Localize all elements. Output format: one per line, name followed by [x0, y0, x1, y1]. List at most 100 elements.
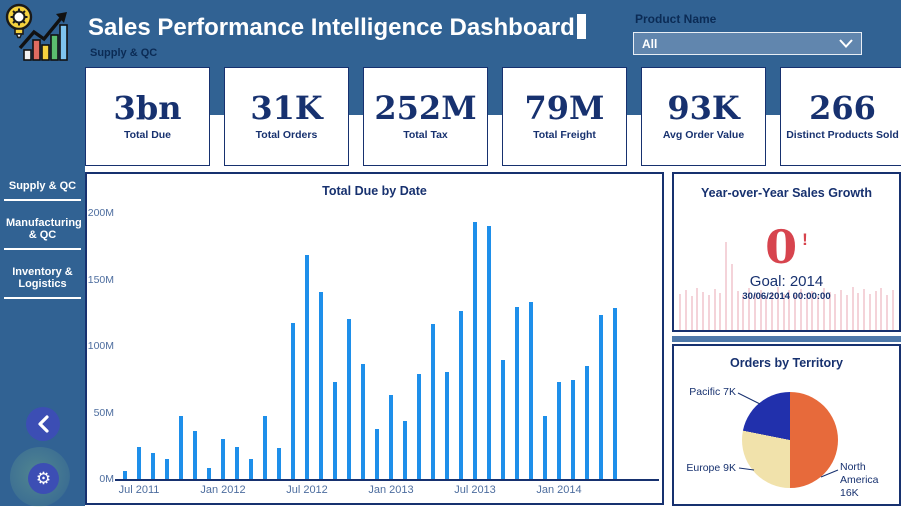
chart-bar[interactable] [249, 458, 253, 480]
sidebar-item-manufacturing-qc[interactable]: Manufacturing & QC [4, 213, 82, 250]
y-axis-label: 100M [87, 340, 114, 352]
chart-bar[interactable] [585, 365, 589, 480]
chart-bar[interactable] [319, 292, 323, 480]
x-axis-line [115, 479, 659, 481]
chart-bar[interactable] [235, 446, 239, 480]
sparkline-bar [874, 291, 877, 330]
sparkline-bar [788, 290, 791, 330]
sparkline-bar [886, 295, 888, 330]
kpi-card-avg-order-value[interactable]: 93K Avg Order Value [641, 67, 766, 166]
chart-bar[interactable] [263, 416, 267, 480]
kpi-card-total-freight[interactable]: 79M Total Freight [502, 67, 627, 166]
x-axis-label: Jul 2012 [286, 484, 328, 496]
sparkline-bar [868, 294, 871, 330]
pie-label-north-america: North America 16K [840, 461, 879, 500]
chart-bar[interactable] [529, 301, 533, 480]
chart-bar[interactable] [417, 373, 421, 480]
kpi-value: 79M [524, 88, 605, 127]
kpi-value: 266 [809, 88, 876, 127]
chart-bar[interactable] [291, 323, 295, 480]
sparkline-bar [736, 291, 739, 330]
yoy-sales-growth-card[interactable]: Year-over-Year Sales Growth 0! Goal: 201… [672, 172, 901, 332]
sparkline-bar [799, 289, 802, 330]
gear-icon: ⚙ [35, 469, 52, 488]
chart-bar[interactable] [221, 438, 225, 480]
chart-bar[interactable] [431, 324, 435, 480]
yoy-goal-date: 30/06/2014 00:00:00 [742, 291, 831, 302]
x-axis-label: Jul 2013 [454, 484, 496, 496]
settings-button[interactable]: ⚙ [28, 463, 59, 494]
yoy-goal-label: Goal: 2014 [749, 273, 824, 290]
x-axis-label: Jul 2011 [118, 484, 160, 496]
chart-bar[interactable] [599, 315, 603, 480]
kpi-label: Total Freight [533, 129, 596, 142]
sparkline-bar [713, 289, 716, 330]
chart-bar[interactable] [165, 458, 169, 480]
sidebar-item-inventory-logistics[interactable]: Inventory & Logistics [4, 262, 81, 299]
x-axis-label: Jan 2014 [536, 484, 582, 496]
kpi-value: 93K [667, 88, 740, 127]
back-button[interactable] [26, 407, 60, 441]
chart-bar[interactable] [179, 416, 183, 480]
sparkline-bar [851, 287, 854, 330]
chart-bar[interactable] [123, 470, 127, 480]
chart-bar[interactable] [333, 381, 337, 480]
chart-bar[interactable] [557, 381, 561, 480]
sparkline-bar [817, 296, 819, 330]
page-title: Sales Performance Intelligence Dashboard [88, 14, 586, 42]
chart-bar[interactable] [207, 468, 211, 480]
sparkline-bar [834, 294, 837, 330]
y-axis-label: 50M [93, 406, 114, 419]
chart-bar[interactable] [361, 364, 365, 480]
sparkline-bar [891, 290, 894, 330]
chart-bar[interactable] [473, 221, 477, 480]
chart-bar[interactable] [193, 430, 197, 480]
chart-bar[interactable] [347, 319, 351, 480]
kpi-label: Distinct Products Sold [786, 129, 899, 142]
chart-bar[interactable] [445, 372, 449, 480]
kpi-label: Total Orders [255, 129, 318, 142]
sparkline-bar [845, 295, 848, 330]
kpi-card-total-due[interactable]: 3bn Total Due [85, 67, 210, 166]
chart-bar[interactable] [403, 421, 407, 480]
chart-bar[interactable] [277, 448, 281, 480]
y-axis-label: 150M [87, 273, 114, 286]
pie-chart[interactable] [742, 392, 838, 488]
sidebar-item-supply-qc[interactable]: Supply & QC [4, 176, 81, 201]
kpi-card-total-tax[interactable]: 252M Total Tax [363, 67, 488, 166]
sparkline-bar [765, 296, 768, 330]
yoy-kpi-value: 0! [674, 224, 899, 270]
kpi-row: 3bn Total Due 31K Total Orders 252M Tota… [85, 67, 901, 166]
orders-by-territory-card[interactable]: Orders by Territory Pacific 7K Europe 9K… [672, 344, 901, 506]
kpi-label: Total Due [123, 129, 172, 142]
product-filter-dropdown[interactable]: All [633, 32, 862, 55]
chart-bar[interactable] [375, 429, 379, 480]
chart-bar[interactable] [137, 446, 141, 480]
kpi-card-total-orders[interactable]: 31K Total Orders [224, 67, 349, 166]
chart-bar[interactable] [487, 225, 491, 480]
sparkline-bar [822, 288, 825, 330]
chart-bar[interactable] [459, 311, 463, 480]
kpi-card-distinct-products[interactable]: 266 Distinct Products Sold [780, 67, 901, 166]
chart-bar[interactable] [151, 453, 155, 480]
chart-bar[interactable] [543, 416, 547, 480]
product-filter-label: Product Name [635, 12, 717, 26]
kpi-label: Avg Order Value [662, 129, 745, 142]
sparkline-bar [748, 288, 750, 330]
sparkline-bar [725, 242, 727, 330]
sparkline-bar [782, 294, 785, 330]
sparkline-bar [759, 290, 762, 330]
total-due-by-date-chart[interactable]: Total Due by Date 0M 50M 100M 150M 200M Jul … [85, 172, 664, 505]
pie-label-pacific: Pacific 7K [689, 386, 736, 398]
sparkline-bar [742, 295, 745, 330]
chart-bar[interactable] [571, 380, 575, 480]
kpi-value: 31K [250, 88, 323, 127]
page-subtitle: Supply & QC [90, 47, 158, 59]
chart-bar[interactable] [389, 394, 393, 480]
chart-bar[interactable] [515, 307, 519, 480]
yoy-sparkline [679, 242, 894, 330]
chart-bar[interactable] [613, 308, 617, 480]
kpi-value: 3bn [113, 88, 182, 127]
chart-bar[interactable] [501, 360, 505, 480]
chart-bar[interactable] [305, 255, 309, 480]
